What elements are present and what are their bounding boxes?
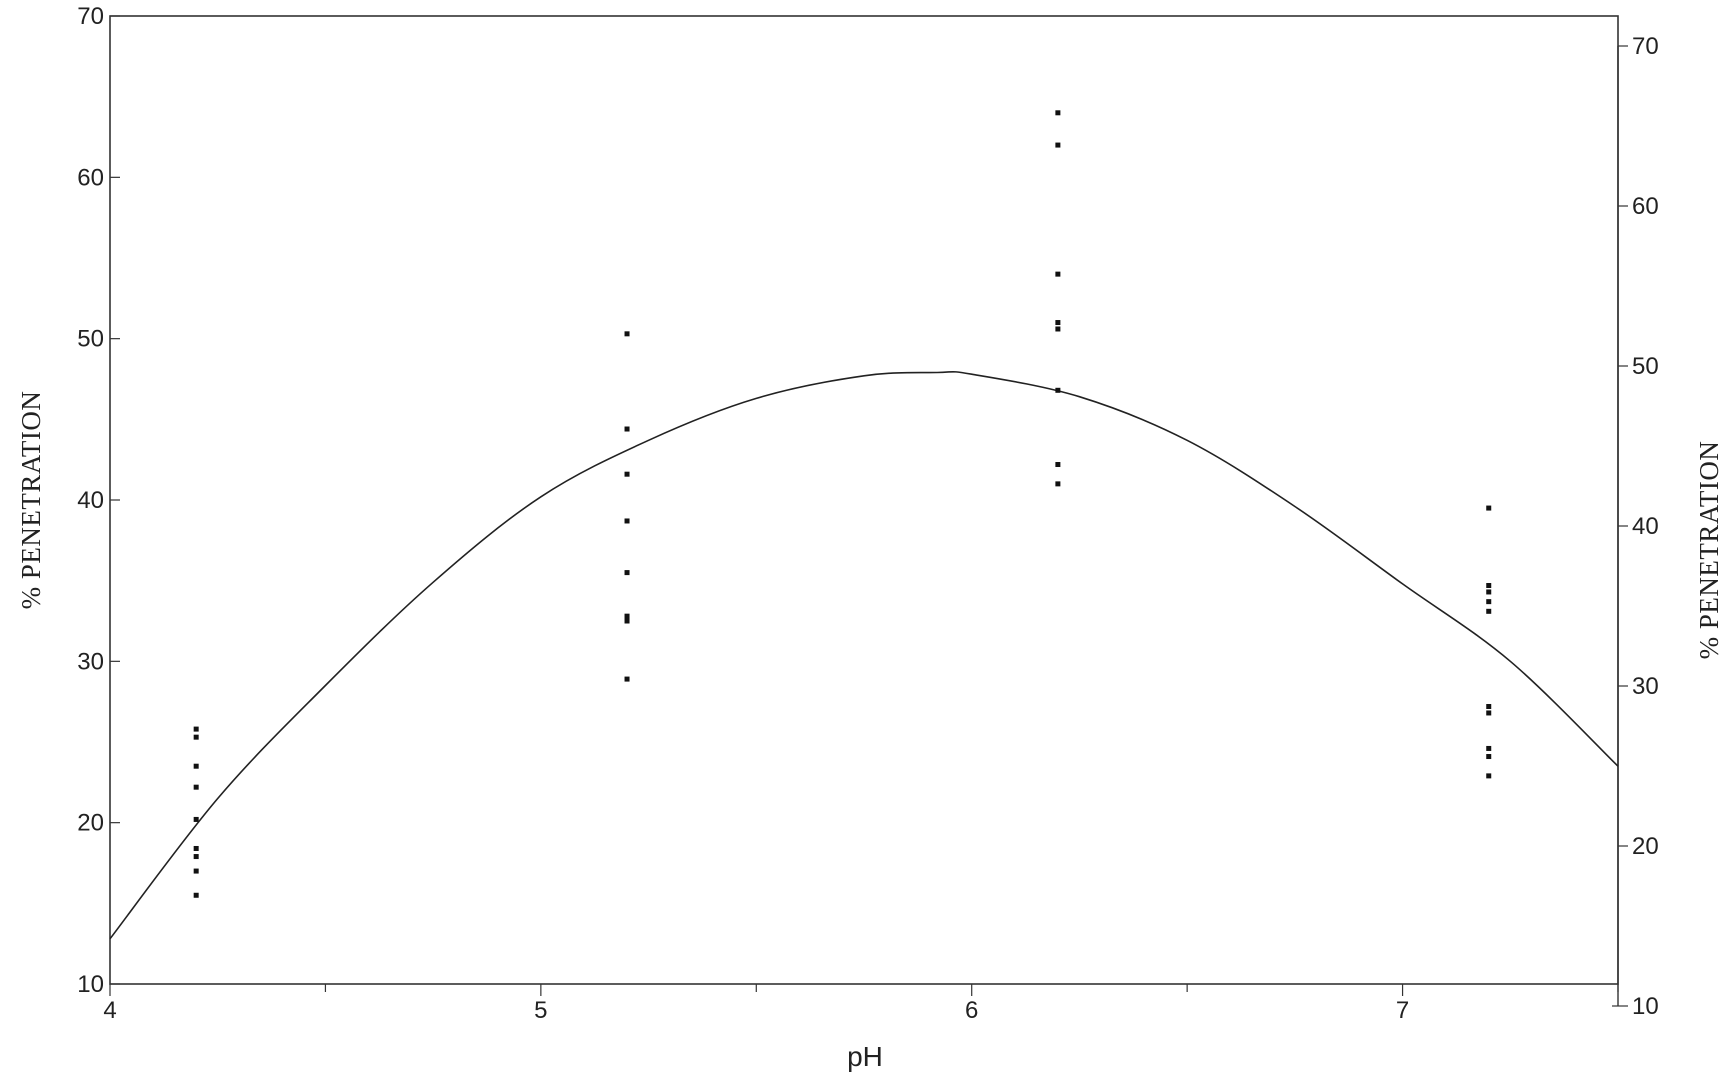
y-axis-title: % PENETRATION bbox=[16, 391, 46, 610]
y-tick-label: 40 bbox=[77, 487, 104, 514]
x-tick-label: 7 bbox=[1396, 997, 1409, 1024]
data-point bbox=[624, 676, 630, 682]
data-point bbox=[193, 892, 199, 898]
data-point bbox=[1055, 142, 1061, 148]
x-axis-title: pH bbox=[847, 1041, 883, 1072]
data-point bbox=[193, 868, 199, 874]
data-point bbox=[1486, 505, 1492, 511]
data-point bbox=[624, 570, 630, 576]
y-right-tick-label: 10 bbox=[1632, 993, 1659, 1020]
data-point bbox=[1055, 481, 1061, 487]
data-point bbox=[193, 816, 199, 822]
data-point bbox=[1486, 589, 1492, 595]
data-point bbox=[1055, 271, 1061, 277]
data-point bbox=[624, 471, 630, 477]
data-point bbox=[193, 726, 199, 732]
data-point bbox=[1055, 326, 1061, 332]
data-point bbox=[193, 763, 199, 769]
y-right-tick-label: 70 bbox=[1632, 33, 1659, 60]
y-right-tick-label: 20 bbox=[1632, 833, 1659, 860]
plot-frame bbox=[109, 15, 1619, 985]
x-tick-label: 6 bbox=[965, 997, 978, 1024]
data-point bbox=[1486, 754, 1492, 760]
data-point bbox=[1055, 387, 1061, 393]
x-tick-label: 5 bbox=[534, 997, 547, 1024]
data-point bbox=[624, 518, 630, 524]
data-point bbox=[1055, 462, 1061, 468]
y-right-tick-label: 30 bbox=[1632, 673, 1659, 700]
data-point bbox=[624, 331, 630, 337]
fit-curve bbox=[109, 370, 1619, 940]
y-tick-label: 30 bbox=[77, 648, 104, 675]
data-point bbox=[193, 854, 199, 860]
x-tick-label: 4 bbox=[103, 997, 116, 1024]
data-point bbox=[1055, 110, 1061, 116]
data-point bbox=[1486, 608, 1492, 614]
data-point bbox=[1486, 583, 1492, 589]
data-point bbox=[1486, 599, 1492, 605]
y-tick-label: 10 bbox=[77, 971, 104, 998]
data-point bbox=[1486, 710, 1492, 716]
y-tick-label: 20 bbox=[77, 810, 104, 837]
data-point bbox=[624, 426, 630, 432]
y-tick-label: 50 bbox=[77, 326, 104, 353]
data-point bbox=[1486, 773, 1492, 779]
data-point bbox=[193, 845, 199, 851]
data-point bbox=[1055, 320, 1061, 326]
y-right-tick-label: 50 bbox=[1632, 353, 1659, 380]
y-right-tick-label: 60 bbox=[1632, 193, 1659, 220]
y-tick-label: 70 bbox=[77, 3, 104, 30]
y-axis-right-title: % PENETRATION bbox=[1694, 441, 1724, 660]
data-point bbox=[193, 784, 199, 790]
y-tick-label: 60 bbox=[77, 164, 104, 191]
data-point bbox=[624, 613, 630, 619]
y-right-tick-label: 40 bbox=[1632, 513, 1659, 540]
data-point bbox=[1486, 704, 1492, 710]
data-point bbox=[624, 618, 630, 624]
data-point bbox=[193, 734, 199, 740]
data-point bbox=[1486, 745, 1492, 751]
